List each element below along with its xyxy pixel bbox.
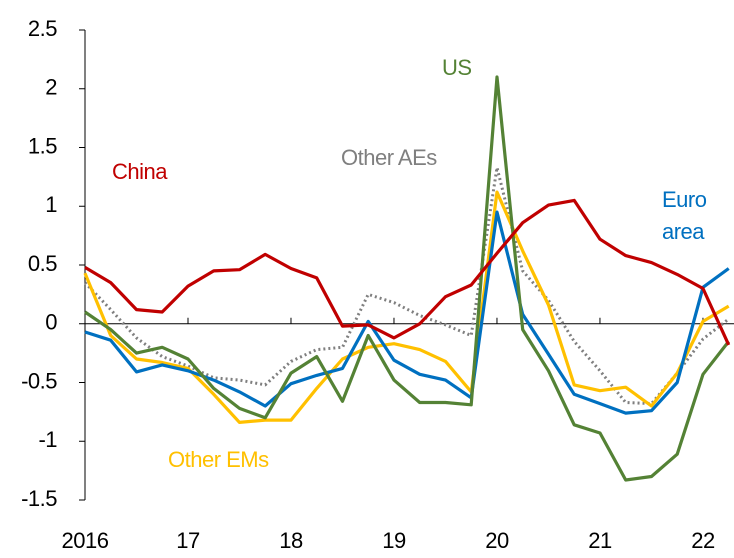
- series-line: [84, 75, 730, 482]
- y-tick-label: -1: [38, 427, 57, 452]
- y-tick-label: 2.5: [28, 16, 57, 41]
- x-tick-label: 20: [485, 528, 509, 553]
- series-line: [83, 166, 730, 406]
- y-tick-label: 0.5: [28, 251, 57, 276]
- x-tick-label: 19: [382, 528, 406, 553]
- y-tick-label: -1.5: [21, 486, 57, 511]
- series-label: US: [442, 55, 472, 80]
- y-tick-label: 1.5: [28, 133, 57, 158]
- series-label: Other AEs: [341, 145, 437, 170]
- y-tick-label: 1: [45, 192, 57, 217]
- series-line: [84, 210, 730, 415]
- series-label: Euro area: [662, 187, 707, 244]
- series-label: China: [112, 159, 167, 184]
- y-tick-label: -0.5: [21, 368, 57, 393]
- series-label: Other EMs: [168, 447, 269, 472]
- x-tick-label: 17: [176, 528, 200, 553]
- x-tick-label: 18: [279, 528, 303, 553]
- x-tick-label: 21: [588, 528, 612, 553]
- series-line: [83, 190, 730, 424]
- x-tick-label: 2016: [62, 528, 109, 553]
- y-tick-label: 0: [45, 310, 57, 335]
- x-tick-label: 22: [691, 528, 715, 553]
- series-line: [84, 198, 731, 346]
- y-tick-label: 2: [45, 75, 57, 100]
